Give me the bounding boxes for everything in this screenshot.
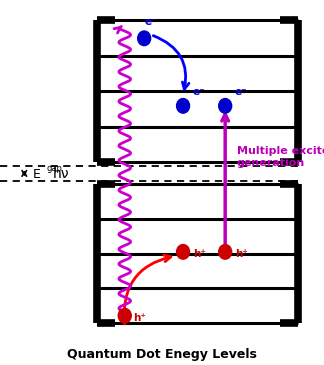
Circle shape	[219, 245, 232, 259]
Circle shape	[118, 308, 131, 323]
Text: E: E	[32, 168, 40, 181]
Text: h⁺: h⁺	[193, 249, 206, 259]
Circle shape	[138, 31, 151, 46]
Text: gap: gap	[46, 164, 62, 173]
Text: hν: hν	[53, 167, 70, 181]
Circle shape	[219, 99, 232, 113]
Text: Multiple exciton
generation: Multiple exciton generation	[237, 146, 324, 168]
Text: h⁺: h⁺	[133, 312, 146, 323]
Text: e⁻: e⁻	[145, 17, 157, 27]
Text: e⁻: e⁻	[235, 87, 248, 97]
Text: e⁻: e⁻	[193, 87, 205, 97]
Text: Quantum Dot Enegy Levels: Quantum Dot Enegy Levels	[67, 348, 257, 361]
Circle shape	[177, 245, 190, 259]
Circle shape	[177, 99, 190, 113]
Text: h⁺: h⁺	[235, 249, 248, 259]
